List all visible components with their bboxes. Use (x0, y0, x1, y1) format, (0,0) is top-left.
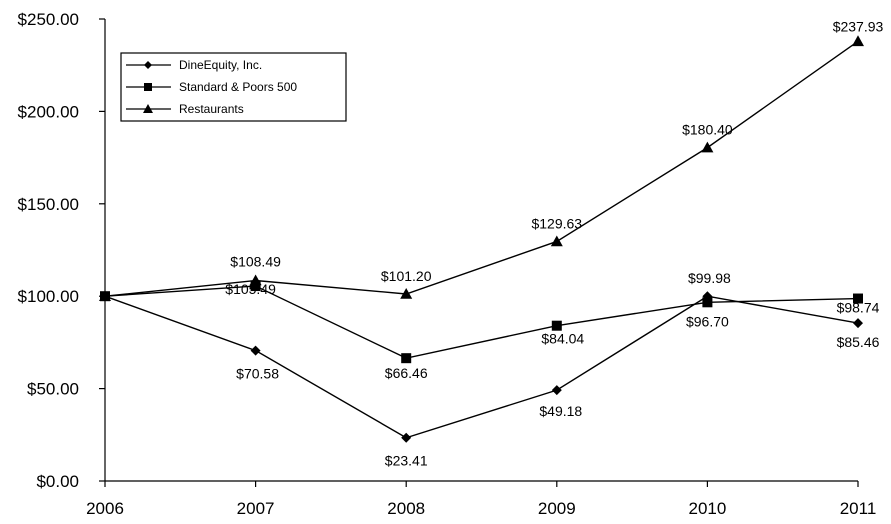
y-tick-label: $250.00 (18, 10, 79, 29)
legend-marker (144, 61, 152, 69)
series-diamond (100, 291, 863, 443)
legend-label: DineEquity, Inc. (179, 58, 262, 72)
series-square (100, 281, 863, 364)
data-point (702, 297, 713, 308)
data-label: $70.58 (236, 366, 279, 382)
data-point (401, 353, 412, 364)
data-label: $96.70 (686, 313, 729, 329)
series-line (104, 285, 859, 359)
x-tick-label: 2010 (688, 499, 726, 518)
legend-label: Restaurants (179, 102, 244, 116)
series-layer (99, 35, 864, 443)
data-label: $105.49 (225, 281, 276, 297)
data-label: $98.74 (837, 300, 880, 316)
y-axis: $0.00 $50.00 $100.00 $150.00 $200.00 $250.00 (18, 10, 106, 491)
x-tick-label: 2007 (237, 499, 275, 518)
data-point (852, 35, 864, 47)
legend-item: Standard & Poors 500 (126, 80, 297, 94)
legend-label: Standard & Poors 500 (179, 80, 297, 94)
series-triangle (99, 35, 864, 301)
data-label: $129.63 (531, 215, 582, 231)
data-label: $85.46 (837, 334, 880, 350)
x-tick-label: 2011 (840, 499, 877, 518)
data-point (701, 141, 714, 153)
x-axis: 2006 2007 2008 2009 2010 2011 (86, 480, 877, 518)
legend: DineEquity, Inc. Standard & Poors 500 Rest… (120, 52, 347, 122)
y-tick-label: $0.00 (36, 472, 79, 491)
legend-marker (144, 83, 152, 91)
x-tick-label: 2006 (86, 499, 124, 518)
data-label: $99.98 (688, 270, 731, 286)
data-label: $66.46 (385, 365, 428, 381)
series-line (104, 40, 859, 297)
x-tick-label: 2008 (387, 499, 425, 518)
data-point (853, 318, 863, 329)
x-tick-label: 2009 (538, 499, 576, 518)
data-point (249, 274, 262, 286)
data-label: $23.41 (385, 453, 428, 469)
series-line (104, 295, 859, 439)
data-label: $237.93 (833, 18, 884, 34)
data-point (550, 235, 563, 247)
data-point (401, 432, 412, 443)
data-point (551, 320, 562, 331)
data-label: $180.40 (682, 122, 733, 138)
data-label: $84.04 (541, 331, 584, 347)
data-point (853, 293, 863, 304)
y-tick-label: $100.00 (18, 287, 79, 306)
y-tick-label: $150.00 (18, 195, 79, 214)
data-point (99, 290, 111, 301)
data-point (551, 385, 562, 396)
data-point (250, 345, 261, 356)
y-tick-label: $50.00 (27, 380, 79, 399)
data-labels-layer: $70.58 $23.41 $49.18 $99.98 $85.46 $105.49 $66… (225, 18, 883, 468)
y-tick-label: $200.00 (18, 102, 79, 121)
legend-item: Restaurants (126, 102, 244, 116)
data-label: $49.18 (539, 403, 582, 419)
data-label: $108.49 (230, 254, 281, 270)
legend-item: DineEquity, Inc. (126, 58, 262, 72)
data-label: $101.20 (381, 268, 432, 284)
data-point (400, 287, 413, 299)
data-point (250, 281, 261, 292)
legend-marker (143, 104, 153, 113)
